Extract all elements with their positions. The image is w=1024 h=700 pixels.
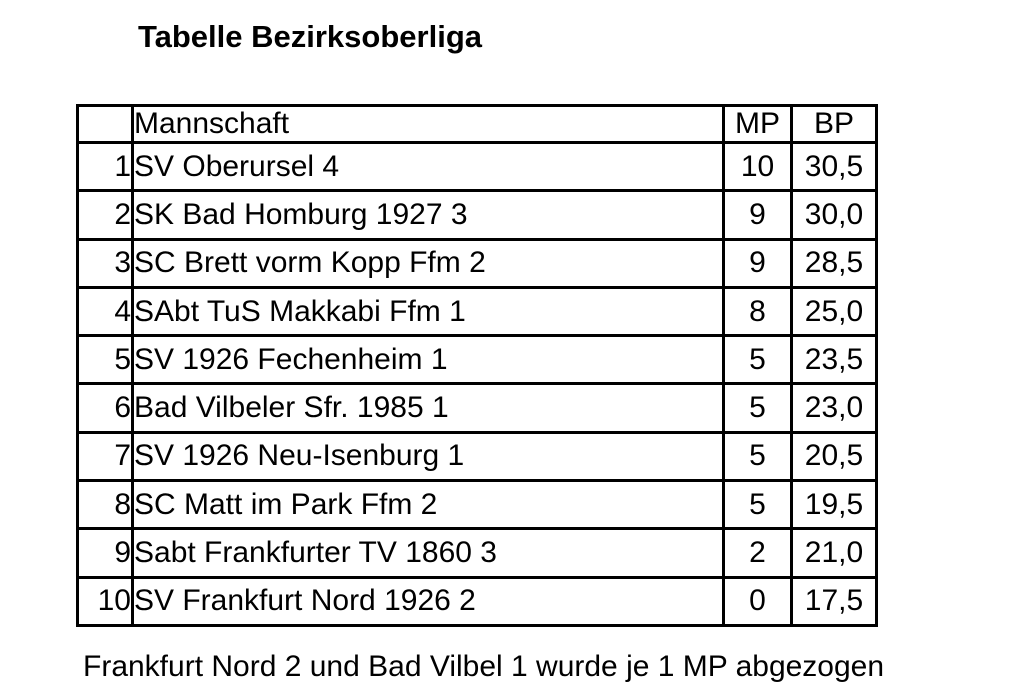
table-row: 4 SAbt TuS Makkabi Ffm 1 8 25,0	[76, 285, 878, 338]
bp-cell: 25,0	[790, 285, 878, 338]
table-row: 3 SC Brett vorm Kopp Ffm 2 9 28,5	[76, 237, 878, 289]
bp-cell: 30,5	[790, 140, 878, 193]
table-row: 1 SV Oberursel 4 10 30,5	[76, 140, 878, 193]
mp-cell: 5	[722, 430, 793, 483]
rank-cell: 7	[76, 430, 134, 483]
bp-cell: 20,5	[790, 430, 878, 483]
league-table: Mannschaft MP BP 1 SV Oberursel 4 10 30,5 2 S…	[76, 104, 878, 628]
header-bp: BP	[790, 104, 878, 144]
bp-cell: 17,5	[790, 575, 878, 628]
team-cell: SV Oberursel 4	[131, 140, 725, 193]
bp-cell: 21,0	[790, 527, 878, 579]
table-row: 7 SV 1926 Neu-Isenburg 1 5 20,5	[76, 430, 878, 483]
league-table-body: 1 SV Oberursel 4 10 30,5 2 SK Bad Homburg 192…	[76, 140, 878, 628]
team-cell: Bad Vilbeler Sfr. 1985 1	[131, 382, 725, 434]
rank-cell: 2	[76, 189, 134, 241]
rank-cell: 9	[76, 527, 134, 579]
mp-cell: 5	[722, 382, 793, 434]
table-row: 10 SV Frankfurt Nord 1926 2 0 17,5	[76, 575, 878, 628]
rank-cell: 6	[76, 382, 134, 434]
rank-cell: 5	[76, 334, 134, 386]
header-mannschaft: Mannschaft	[131, 104, 725, 144]
table-row: 5 SV 1926 Fechenheim 1 5 23,5	[76, 334, 878, 386]
rank-cell: 10	[76, 575, 134, 628]
table-row: 2 SK Bad Homburg 1927 3 9 30,0	[76, 189, 878, 241]
bp-cell: 30,0	[790, 189, 878, 241]
mp-cell: 0	[722, 575, 793, 628]
team-cell: SV 1926 Fechenheim 1	[131, 334, 725, 386]
table-row: 8 SC Matt im Park Ffm 2 5 19,5	[76, 479, 878, 531]
mp-cell: 8	[722, 285, 793, 338]
team-cell: SK Bad Homburg 1927 3	[131, 189, 725, 241]
table-row: 6 Bad Vilbeler Sfr. 1985 1 5 23,0	[76, 382, 878, 434]
bp-cell: 28,5	[790, 237, 878, 289]
page-title: Tabelle Bezirksoberliga	[138, 19, 482, 54]
mp-cell: 5	[722, 334, 793, 386]
footnote-text: Frankfurt Nord 2 und Bad Vilbel 1 wurde …	[83, 650, 885, 683]
table-row: 9 Sabt Frankfurter TV 1860 3 2 21,0	[76, 527, 878, 579]
mp-cell: 2	[722, 527, 793, 579]
rank-cell: 4	[76, 285, 134, 338]
bp-cell: 23,0	[790, 382, 878, 434]
rank-cell: 1	[76, 140, 134, 193]
team-cell: Sabt Frankfurter TV 1860 3	[131, 527, 725, 579]
rank-cell: 8	[76, 479, 134, 531]
header-rank	[76, 104, 134, 144]
team-cell: SAbt TuS Makkabi Ffm 1	[131, 285, 725, 338]
mp-cell: 9	[722, 189, 793, 241]
team-cell: SV Frankfurt Nord 1926 2	[131, 575, 725, 628]
team-cell: SC Brett vorm Kopp Ffm 2	[131, 237, 725, 289]
header-mp: MP	[722, 104, 793, 144]
mp-cell: 9	[722, 237, 793, 289]
table-header-row: Mannschaft MP BP	[76, 104, 878, 144]
team-cell: SV 1926 Neu-Isenburg 1	[131, 430, 725, 483]
mp-cell: 10	[722, 140, 793, 193]
rank-cell: 3	[76, 237, 134, 289]
bp-cell: 23,5	[790, 334, 878, 386]
mp-cell: 5	[722, 479, 793, 531]
team-cell: SC Matt im Park Ffm 2	[131, 479, 725, 531]
bp-cell: 19,5	[790, 479, 878, 531]
